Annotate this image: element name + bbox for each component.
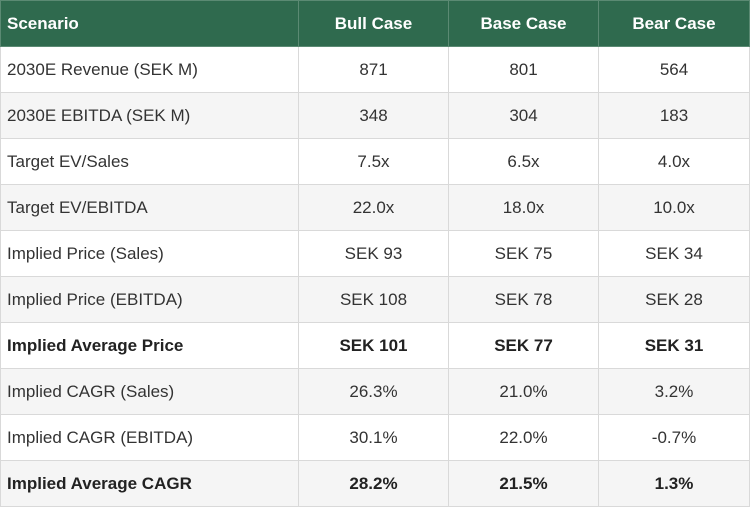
cell: SEK 34 [598, 230, 750, 277]
row-label: 2030E EBITDA (SEK M) [0, 92, 299, 139]
row-label: Implied Average CAGR [0, 460, 299, 507]
cell: 6.5x [448, 138, 599, 185]
cell: SEK 93 [298, 230, 449, 277]
cell: 871 [298, 46, 449, 93]
row-label: 2030E Revenue (SEK M) [0, 46, 299, 93]
cell: 10.0x [598, 184, 750, 231]
row-label: Implied Price (EBITDA) [0, 276, 299, 323]
header-cell: Scenario [0, 0, 299, 47]
table-row: Implied Average CAGR 28.2% 21.5% 1.3% [0, 460, 750, 507]
row-label: Implied Price (Sales) [0, 230, 299, 277]
table-body: 2030E Revenue (SEK M) 871 801 564 2030E EBIT… [0, 46, 750, 507]
cell: 28.2% [298, 460, 449, 507]
row-label: Target EV/Sales [0, 138, 299, 185]
cell: 304 [448, 92, 599, 139]
cell: 21.0% [448, 368, 599, 415]
row-label: Implied CAGR (Sales) [0, 368, 299, 415]
cell: SEK 75 [448, 230, 599, 277]
cell: 564 [598, 46, 750, 93]
table-header: Scenario Bull Case Base Case Bear Case [0, 0, 750, 47]
cell: 801 [448, 46, 599, 93]
cell: 7.5x [298, 138, 449, 185]
table-row: Target EV/EBITDA 22.0x 18.0x 10.0x [0, 184, 750, 231]
table-row: Implied Average Price SEK 101 SEK 77 SEK 31 [0, 322, 750, 369]
cell: 1.3% [598, 460, 750, 507]
table-row: Implied CAGR (EBITDA) 30.1% 22.0% -0.7% [0, 414, 750, 461]
table-row: Target EV/Sales 7.5x 6.5x 4.0x [0, 138, 750, 185]
cell: SEK 108 [298, 276, 449, 323]
header-cell: Base Case [448, 0, 599, 47]
cell: 22.0x [298, 184, 449, 231]
table-row: 2030E Revenue (SEK M) 871 801 564 [0, 46, 750, 93]
cell: 348 [298, 92, 449, 139]
table-row: 2030E EBITDA (SEK M) 348 304 183 [0, 92, 750, 139]
header-row: Scenario Bull Case Base Case Bear Case [0, 0, 750, 47]
table-row: Implied Price (Sales) SEK 93 SEK 75 SEK 34 [0, 230, 750, 277]
cell: SEK 77 [448, 322, 599, 369]
cell: SEK 101 [298, 322, 449, 369]
row-label: Target EV/EBITDA [0, 184, 299, 231]
cell: SEK 28 [598, 276, 750, 323]
cell: 21.5% [448, 460, 599, 507]
cell: 30.1% [298, 414, 449, 461]
header-cell: Bear Case [598, 0, 750, 47]
table-row: Implied Price (EBITDA) SEK 108 SEK 78 SEK 2… [0, 276, 750, 323]
cell: 183 [598, 92, 750, 139]
cell: 4.0x [598, 138, 750, 185]
table-row: Implied CAGR (Sales) 26.3% 21.0% 3.2% [0, 368, 750, 415]
cell: SEK 78 [448, 276, 599, 323]
cell: 26.3% [298, 368, 449, 415]
row-label: Implied CAGR (EBITDA) [0, 414, 299, 461]
header-cell: Bull Case [298, 0, 449, 47]
cell: 18.0x [448, 184, 599, 231]
row-label: Implied Average Price [0, 322, 299, 369]
cell: 22.0% [448, 414, 599, 461]
cell: 3.2% [598, 368, 750, 415]
cell: SEK 31 [598, 322, 750, 369]
cell: -0.7% [598, 414, 750, 461]
